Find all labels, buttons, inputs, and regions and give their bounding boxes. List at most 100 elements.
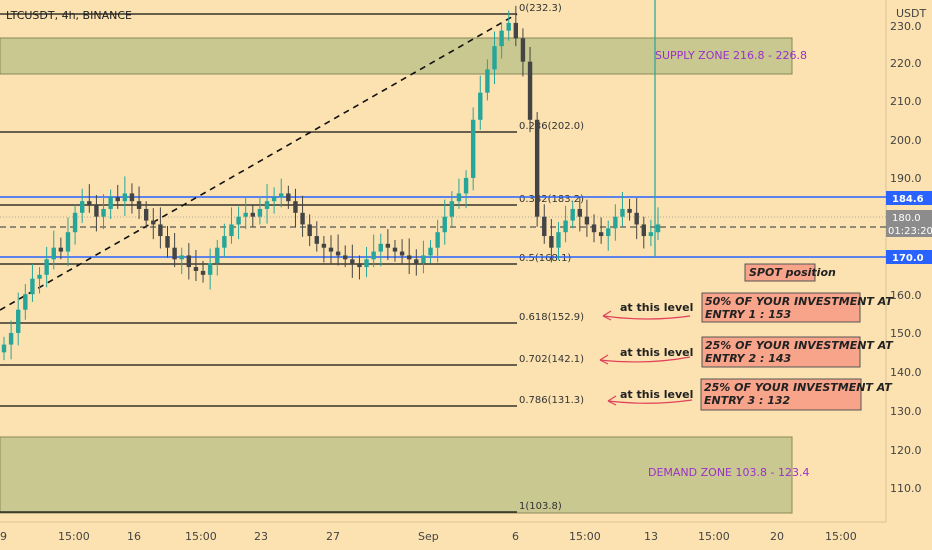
- y-tick-190: 190.0: [890, 172, 922, 185]
- y-tick-120: 120.0: [890, 444, 922, 457]
- candle-body: [641, 224, 646, 237]
- fib-trend-line[interactable]: [0, 13, 518, 311]
- candle-body: [151, 220, 156, 225]
- entry-1-arrowhead: [602, 310, 612, 321]
- fibonacci-levels: 0(232.3) 0.236(202.0) 0.382(183.2) 0.5(1…: [0, 3, 584, 513]
- zones-layer: SUPPLY ZONE 216.8 - 226.8 DEMAND ZONE 10…: [0, 37, 809, 514]
- candle-body: [1, 344, 7, 353]
- entry-2-line1: 25% OF YOUR INVESTMENT AT: [705, 339, 894, 352]
- annotations-layer: SPOT position 50% OF YOUR INVESTMENT AT …: [599, 263, 894, 411]
- entry-3-box[interactable]: [700, 378, 862, 411]
- candle-body: [179, 255, 184, 260]
- candle-body: [591, 224, 597, 233]
- y-tick-110: 110.0: [890, 482, 922, 495]
- candle-body: [108, 197, 113, 209]
- candle-body: [584, 216, 590, 225]
- entry-1-line1: 50% OF YOUR INVESTMENT AT: [705, 295, 894, 308]
- x-tick-23: 23: [254, 530, 268, 543]
- x-tick-13: 13: [644, 530, 658, 543]
- candle-body: [72, 212, 78, 233]
- candle-body: [414, 259, 419, 264]
- candle-body: [37, 274, 42, 279]
- candle-body: [406, 255, 412, 260]
- y-tick-140: 140.0: [890, 366, 922, 379]
- candle-body: [186, 255, 192, 268]
- x-tick-16: 16: [127, 530, 141, 543]
- y-tick-130: 130.0: [890, 405, 922, 418]
- candle-body: [44, 259, 49, 275]
- entry-2-box[interactable]: [701, 336, 861, 368]
- candle-body: [570, 208, 575, 221]
- candle-body: [23, 294, 28, 310]
- candle-body: [534, 119, 540, 217]
- candle-body: [271, 197, 277, 202]
- candle-body: [143, 208, 149, 221]
- candle-body: [364, 259, 369, 268]
- candle-body: [613, 216, 618, 229]
- price-tag-1700-text: 170.0: [892, 253, 924, 264]
- candle-body: [449, 201, 455, 217]
- candle-body: [200, 270, 206, 275]
- candle-body: [577, 208, 583, 217]
- spot-position-box[interactable]: [744, 263, 816, 282]
- candle-body: [8, 332, 14, 345]
- candle-body: [51, 247, 56, 260]
- candle-body: [634, 212, 639, 225]
- supply-zone: [0, 37, 793, 75]
- candle-body: [236, 216, 241, 225]
- candle-body: [421, 255, 426, 264]
- fib-label-0702: 0.702(142.1): [519, 354, 584, 365]
- candle-body: [357, 263, 362, 268]
- x-tick-9: 9: [0, 530, 7, 543]
- price-tag-1846: [886, 191, 932, 205]
- entry-3-arrow: [607, 399, 693, 404]
- supply-zone-label: SUPPLY ZONE 216.8 - 226.8: [655, 49, 807, 62]
- price-tag-current-text: 180.0: [892, 213, 921, 224]
- candles-layer: [1, 5, 661, 361]
- entry-1-arrow-label: at this level: [620, 301, 693, 314]
- candle-body: [485, 69, 490, 93]
- price-tag-1700: [886, 250, 932, 264]
- candle-body: [16, 309, 21, 333]
- entry-3-line2: ENTRY 3 : 132: [704, 394, 790, 407]
- countdown-text: 01:23:20: [888, 226, 932, 237]
- candle-body: [136, 201, 142, 209]
- candle-body: [606, 228, 611, 237]
- candle-body: [527, 61, 533, 120]
- candle-body: [399, 251, 405, 256]
- candle-body: [87, 201, 92, 206]
- y-tick-220: 220.0: [890, 57, 922, 70]
- x-tick-20: 20: [770, 530, 784, 543]
- x-tick-1500-b: 15:00: [185, 530, 217, 543]
- candle-body: [385, 243, 391, 248]
- x-tick-1500-a: 15:00: [58, 530, 90, 543]
- candle-body: [79, 201, 85, 213]
- candle-body: [314, 236, 319, 244]
- candle-body: [478, 92, 483, 120]
- entry-1-arrow: [602, 315, 691, 320]
- fib-label-05: 0.5(168.1): [519, 253, 571, 264]
- entry-1-line2: ENTRY 1 : 153: [705, 308, 791, 321]
- candle-body: [513, 22, 519, 39]
- time-axis: 9 15:00 16 15:00 23 27 Sep 6 15:00 13 15…: [0, 530, 857, 543]
- candle-body: [350, 259, 355, 264]
- entry-3-arrow-label: at this level: [620, 388, 693, 401]
- candle-body: [94, 205, 99, 217]
- candle-body: [549, 236, 554, 248]
- candle-body: [435, 232, 440, 248]
- y-tick-210: 210.0: [890, 95, 922, 108]
- x-tick-1500-e: 15:00: [825, 530, 857, 543]
- candle-body: [30, 278, 35, 295]
- candle-body: [129, 193, 135, 202]
- candle-body: [542, 216, 547, 237]
- candle-body: [655, 224, 661, 233]
- candle-body: [371, 251, 376, 260]
- candle-body: [499, 30, 504, 47]
- x-tick-1500-d: 15:00: [698, 530, 730, 543]
- entry-1-box[interactable]: [701, 292, 861, 323]
- candle-body: [222, 236, 227, 248]
- candle-body: [257, 208, 263, 217]
- candle-body: [293, 201, 298, 213]
- candle-body: [392, 247, 398, 252]
